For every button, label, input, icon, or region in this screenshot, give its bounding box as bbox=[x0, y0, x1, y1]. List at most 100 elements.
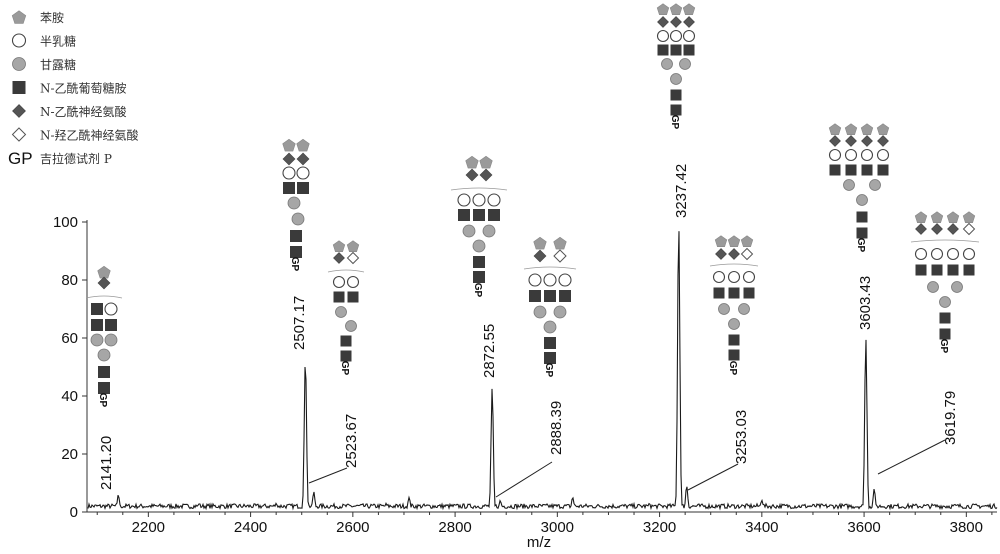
legend-label: 半乳糖 bbox=[40, 34, 76, 49]
mannose-icon bbox=[869, 179, 881, 191]
glcnac-icon bbox=[458, 209, 470, 221]
neugc-icon bbox=[11, 127, 27, 142]
neuac-icon bbox=[931, 223, 943, 235]
neuac-icon bbox=[333, 252, 345, 264]
legend-item: N-羟乙酰神经氨酸 bbox=[11, 127, 139, 143]
neuac-icon bbox=[465, 168, 479, 182]
gp-tag: GP bbox=[938, 339, 949, 354]
glcnac-icon bbox=[333, 291, 345, 303]
glcnac-icon bbox=[728, 349, 740, 361]
y-tick-label: 20 bbox=[61, 446, 78, 463]
gp-tag: GP bbox=[97, 393, 108, 408]
glcnac-icon bbox=[297, 182, 309, 194]
mannose-icon bbox=[679, 58, 691, 70]
legend-item: N-乙酰葡萄糖胺 bbox=[12, 81, 127, 96]
gp-tag: GP bbox=[289, 257, 300, 272]
glcnac-icon bbox=[713, 287, 725, 299]
neuac-icon bbox=[97, 276, 111, 290]
mannose-icon bbox=[462, 224, 476, 238]
legend-item: 半乳糖 bbox=[11, 33, 76, 49]
mannose-icon bbox=[843, 179, 855, 191]
mannose-icon bbox=[533, 305, 547, 319]
galactose-icon bbox=[472, 193, 486, 207]
gp-tag: GP bbox=[669, 115, 680, 130]
aniline-icon bbox=[860, 123, 874, 135]
neugc-icon bbox=[553, 249, 567, 263]
galactose-icon bbox=[296, 166, 310, 180]
glcnac-icon bbox=[877, 164, 889, 176]
legend-label: N-乙酰神经氨酸 bbox=[40, 104, 127, 119]
galactose-icon bbox=[844, 148, 858, 162]
aniline-icon bbox=[553, 236, 567, 250]
bracket bbox=[523, 266, 577, 270]
neuac-icon bbox=[282, 152, 296, 166]
peak-label: 2523.67 bbox=[343, 414, 360, 468]
gp-tag: GP bbox=[727, 361, 738, 376]
aniline-icon bbox=[740, 235, 754, 247]
legend-item: N-乙酰神经氨酸 bbox=[12, 104, 127, 119]
x-tick-label: 3000 bbox=[541, 519, 574, 536]
neuac-icon bbox=[670, 16, 682, 28]
glcnac-icon bbox=[544, 290, 556, 302]
legend-label: 苯胺 bbox=[40, 11, 64, 25]
legend-label: 吉拉德试剂 P bbox=[40, 151, 112, 166]
x-tick-label: 2800 bbox=[438, 519, 471, 536]
mannose-icon bbox=[951, 281, 963, 293]
glcnac-icon bbox=[488, 209, 500, 221]
x-tick-label: 3400 bbox=[745, 519, 778, 536]
glcnac-icon bbox=[670, 44, 682, 56]
legend-label: 甘露糖 bbox=[40, 57, 76, 72]
glcnac-icon bbox=[473, 271, 485, 283]
aniline-icon bbox=[669, 3, 683, 15]
gp-tag: GP bbox=[855, 238, 866, 253]
galactose-icon bbox=[558, 273, 572, 287]
mannose-icon bbox=[661, 58, 673, 70]
peak-labels: 2141.20 2507.17 2523.67 2872.55 2888.39 3237.… bbox=[98, 164, 959, 498]
glcnac-icon bbox=[340, 350, 352, 362]
glcnac-icon bbox=[931, 264, 943, 276]
x-tick-label: 3800 bbox=[950, 519, 983, 536]
glcnac-icon bbox=[915, 264, 927, 276]
glycan-structure: GP bbox=[910, 211, 980, 354]
mannose-icon bbox=[553, 305, 567, 319]
mannose-icon bbox=[927, 281, 939, 293]
x-tick-label: 2600 bbox=[336, 519, 369, 536]
y-tick-label: 100 bbox=[53, 214, 78, 231]
galactose-icon bbox=[457, 193, 471, 207]
mannose-icon bbox=[728, 318, 740, 330]
aniline-icon bbox=[533, 236, 547, 250]
glcnac-icon bbox=[829, 164, 841, 176]
glcnac-icon bbox=[347, 291, 359, 303]
neuac-icon bbox=[12, 104, 26, 118]
glycan-structure: GP bbox=[450, 155, 508, 298]
mannose-icon bbox=[90, 333, 104, 347]
aniline-icon bbox=[656, 3, 670, 15]
gp-tag: GP bbox=[543, 363, 554, 378]
galactose-icon bbox=[876, 148, 890, 162]
leader-line bbox=[687, 463, 739, 491]
galactose-icon bbox=[727, 270, 741, 284]
glycan-structure: GP bbox=[85, 265, 123, 408]
glcnac-icon bbox=[559, 290, 571, 302]
peak-label: 3603.43 bbox=[857, 276, 874, 330]
galactose-icon bbox=[930, 247, 944, 261]
aniline-icon bbox=[914, 211, 928, 223]
aniline-icon bbox=[282, 138, 296, 152]
mannose-icon bbox=[12, 57, 26, 71]
glcnac-icon bbox=[529, 290, 541, 302]
aniline-icon bbox=[946, 211, 960, 223]
galactose-icon bbox=[742, 270, 756, 284]
glcnac-icon bbox=[963, 264, 975, 276]
legend-label: N-乙酰葡萄糖胺 bbox=[40, 81, 127, 96]
neuac-icon bbox=[683, 16, 695, 28]
neugc-icon bbox=[962, 222, 976, 236]
glycan-structures: GP GP GP GP GP GP GP GP GP bbox=[85, 3, 980, 408]
mannose-icon bbox=[939, 296, 951, 308]
neuac-icon bbox=[296, 152, 310, 166]
glycan-structure: GP bbox=[709, 235, 759, 376]
galactose-icon bbox=[962, 247, 976, 261]
neuac-icon bbox=[657, 16, 669, 28]
leader-line bbox=[308, 467, 348, 484]
x-tick-label: 3600 bbox=[847, 519, 880, 536]
